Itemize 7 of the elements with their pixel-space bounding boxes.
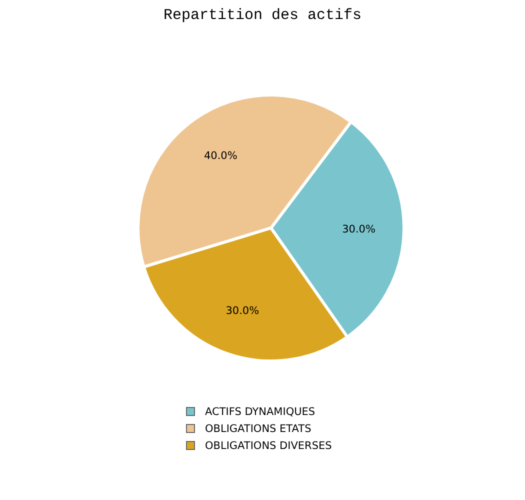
legend-label: ACTIFS DYNAMIQUES	[205, 406, 316, 418]
legend-label: OBLIGATIONS DIVERSES	[205, 440, 332, 452]
data-label: 40.0%	[204, 150, 238, 162]
chart-title: Repartition des actifs	[162, 7, 363, 24]
legend-label: OBLIGATIONS ETATS	[205, 422, 312, 434]
data-label: 30.0%	[342, 224, 376, 236]
data-label: 30.0%	[226, 305, 260, 317]
